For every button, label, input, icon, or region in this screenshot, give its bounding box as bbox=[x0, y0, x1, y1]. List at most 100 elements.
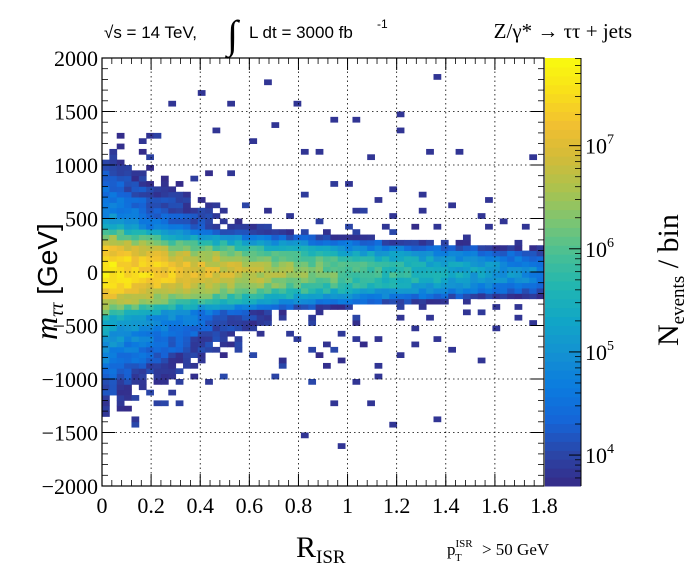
heatmap-cell bbox=[190, 304, 199, 310]
colorbar-segment bbox=[545, 182, 581, 193]
heatmap-cell bbox=[219, 325, 228, 332]
heatmap-outlier-cell bbox=[264, 79, 272, 86]
heatmap-cell bbox=[241, 250, 250, 257]
heatmap-cell bbox=[219, 272, 228, 278]
heatmap-cell bbox=[153, 272, 162, 278]
heatmap-cell bbox=[131, 395, 140, 401]
heatmap-cell bbox=[271, 255, 280, 262]
colorbar-segment bbox=[545, 263, 581, 273]
heatmap-cell bbox=[160, 298, 169, 305]
heatmap-cell bbox=[323, 266, 331, 273]
heatmap-cell bbox=[234, 261, 243, 268]
heatmap-cell bbox=[219, 309, 228, 316]
heatmap-cell bbox=[138, 357, 147, 364]
heatmap-cell bbox=[190, 282, 199, 289]
heatmap-cell bbox=[227, 341, 235, 348]
heatmap-cell bbox=[175, 293, 184, 300]
heatmap-cell bbox=[404, 245, 412, 251]
heatmap-cell bbox=[433, 261, 442, 268]
heatmap-cell bbox=[492, 288, 501, 294]
heatmap-cell bbox=[293, 293, 302, 300]
heatmap-cell bbox=[219, 373, 228, 380]
heatmap-cell bbox=[396, 304, 405, 310]
heatmap-cell bbox=[116, 250, 125, 257]
heatmap-cell bbox=[153, 293, 162, 300]
heatmap-cell bbox=[308, 320, 317, 326]
heatmap-cell bbox=[183, 341, 191, 348]
heatmap-cell bbox=[389, 245, 398, 251]
heatmap-cells bbox=[102, 74, 544, 449]
heatmap-cell bbox=[367, 239, 375, 246]
heatmap-cell bbox=[146, 298, 154, 305]
colorbar-segment bbox=[545, 236, 581, 246]
heatmap-outlier-cell bbox=[492, 325, 501, 332]
heatmap-cell bbox=[160, 352, 169, 358]
heatmap-cell bbox=[323, 234, 331, 241]
heatmap-cell bbox=[315, 218, 324, 225]
heatmap-cell bbox=[146, 293, 154, 300]
heatmap-cell bbox=[138, 245, 147, 251]
heatmap-cell bbox=[234, 336, 243, 342]
heatmap-cell bbox=[212, 239, 221, 246]
colorbar-segment bbox=[545, 370, 581, 380]
heatmap-cell bbox=[190, 266, 199, 273]
heatmap-cell bbox=[433, 272, 442, 278]
heatmap-cell bbox=[433, 245, 442, 251]
heatmap-cell bbox=[160, 266, 169, 273]
heatmap-cell bbox=[109, 362, 118, 369]
heatmap-cell bbox=[212, 346, 221, 353]
heatmap-cell bbox=[418, 272, 427, 278]
heatmap-cell bbox=[138, 272, 147, 278]
heatmap-cell bbox=[131, 368, 140, 375]
heatmap-cell bbox=[190, 245, 199, 251]
heatmap-cell bbox=[529, 255, 538, 262]
heatmap-cell bbox=[389, 250, 398, 257]
heatmap-cell bbox=[146, 197, 154, 203]
heatmap-outlier-cell bbox=[212, 127, 221, 134]
heatmap-cell bbox=[138, 336, 147, 342]
heatmap-cell bbox=[440, 272, 449, 278]
heatmap-cell bbox=[102, 191, 110, 198]
heatmap-cell bbox=[264, 304, 272, 310]
heatmap-cell bbox=[485, 282, 493, 289]
heatmap-cell bbox=[124, 373, 132, 380]
heatmap-cell bbox=[131, 181, 140, 187]
heatmap-cell bbox=[241, 309, 250, 316]
heatmap-cell bbox=[205, 293, 213, 300]
heatmap-cell bbox=[300, 255, 309, 262]
heatmap-cell bbox=[286, 272, 294, 278]
heatmap-cell bbox=[249, 223, 258, 230]
heatmap-cell bbox=[492, 293, 501, 300]
heatmap-cell bbox=[131, 202, 140, 209]
cut-label: pISR T > 50 GeV bbox=[447, 538, 550, 564]
heatmap-cell bbox=[286, 293, 294, 300]
heatmap-cell bbox=[271, 373, 280, 380]
heatmap-cell bbox=[131, 213, 140, 219]
heatmap-cell bbox=[219, 229, 228, 235]
heatmap-cell bbox=[264, 282, 272, 289]
heatmap-cell bbox=[286, 250, 294, 257]
heatmap-cell bbox=[323, 245, 331, 251]
heatmap-cell bbox=[205, 229, 213, 235]
heatmap-cell bbox=[219, 288, 228, 294]
heatmap-cell bbox=[131, 245, 140, 251]
heatmap-cell bbox=[227, 223, 235, 230]
heatmap-cell bbox=[271, 229, 280, 235]
heatmap-cell bbox=[470, 250, 479, 257]
heatmap-cell bbox=[367, 250, 375, 257]
integral-sign: ∫ bbox=[224, 12, 241, 59]
heatmap-cell bbox=[411, 293, 420, 300]
heatmap-cell bbox=[219, 352, 228, 358]
heatmap-cell bbox=[389, 261, 398, 268]
grid-lines bbox=[102, 58, 544, 486]
heatmap-cell bbox=[286, 213, 294, 219]
heatmap-cell bbox=[109, 352, 118, 358]
heatmap-cell bbox=[109, 330, 118, 337]
colorbar-segment bbox=[545, 254, 581, 264]
heatmap-cell bbox=[138, 298, 147, 305]
heatmap-cell bbox=[300, 293, 309, 300]
heatmap-cell bbox=[168, 255, 177, 262]
heatmap-cell bbox=[264, 255, 272, 262]
heatmap-cell bbox=[190, 272, 199, 278]
